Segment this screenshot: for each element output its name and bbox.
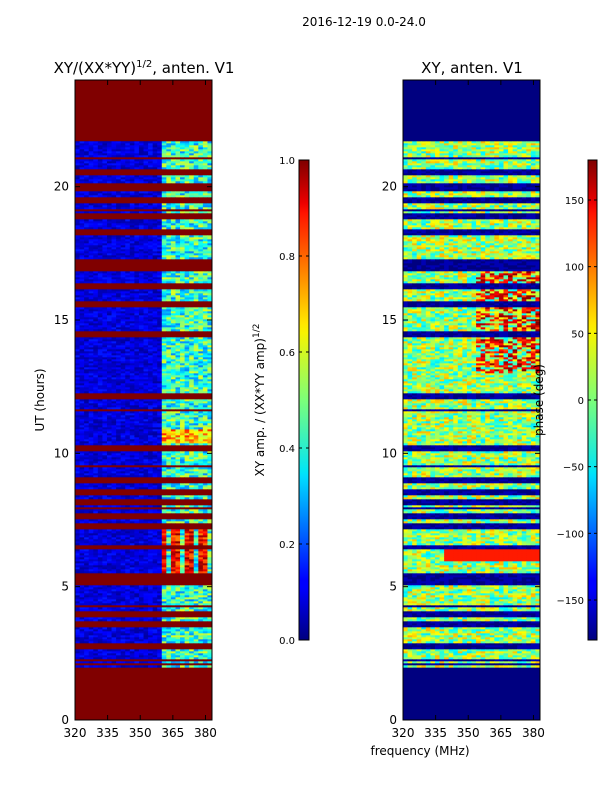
- left-y-axis-label: UT (hours): [33, 368, 47, 431]
- y-tick-label: 5: [61, 580, 69, 594]
- y-tick-label: 15: [54, 313, 69, 327]
- left-colorbar: [299, 160, 309, 640]
- colorbar-tick-label: 0: [578, 396, 584, 407]
- right-heatmap: [403, 80, 540, 720]
- left-x-ticks: 320 335 350 365 380: [64, 80, 217, 740]
- colorbar-tick-label: −150: [557, 596, 584, 607]
- left-y-ticks: 0 5 10 15 20: [54, 180, 212, 727]
- right-y-ticks: 0 5 10 15 20: [382, 180, 540, 727]
- colorbar-tick-label: 150: [565, 196, 584, 207]
- left-colorbar-frame: [298, 159, 310, 641]
- right-colorbar-ticks: −150 −100 −50 0 50 100 150: [557, 196, 597, 607]
- y-tick-label: 20: [382, 180, 397, 194]
- y-tick-label: 0: [61, 713, 69, 727]
- colorbar-tick-label: −100: [557, 529, 584, 540]
- right-plot-title: XY, anten. V1: [421, 59, 523, 77]
- y-tick-label: 0: [389, 713, 397, 727]
- right-plot-frame: [402, 79, 541, 721]
- x-tick-label: 335: [96, 726, 119, 740]
- left-cb-label-sup: 1/2: [252, 324, 262, 338]
- x-tick-label: 350: [457, 726, 480, 740]
- colorbar-tick-label: 0.4: [279, 444, 295, 455]
- y-tick-label: 5: [389, 580, 397, 594]
- x-tick-label: 335: [424, 726, 447, 740]
- figure-suptitle: 2016-12-19 0.0-24.0: [302, 15, 426, 29]
- right-colorbar: [588, 160, 597, 640]
- colorbar-tick-label: 0.6: [279, 348, 295, 359]
- x-tick-label: 380: [194, 726, 217, 740]
- y-tick-label: 10: [382, 446, 397, 460]
- colorbar-tick-label: 0.0: [279, 636, 295, 647]
- colorbar-tick-label: 100: [565, 263, 584, 274]
- colorbar-tick-label: 0.8: [279, 252, 295, 263]
- x-tick-label: 380: [522, 726, 545, 740]
- colorbar-tick-label: 1.0: [279, 156, 295, 167]
- y-tick-label: 15: [382, 313, 397, 327]
- x-tick-label: 320: [64, 726, 87, 740]
- right-x-ticks: 320 335 350 365 380: [392, 80, 545, 740]
- left-colorbar-ticks: 0.0 0.2 0.4 0.6 0.8 1.0: [279, 156, 309, 647]
- x-axis-label: frequency (MHz): [370, 744, 469, 758]
- x-tick-label: 365: [489, 726, 512, 740]
- colorbar-tick-label: 50: [571, 329, 584, 340]
- left-colorbar-label: XY amp. / (XX*YY amp)1/2: [252, 324, 267, 477]
- y-tick-label: 10: [54, 446, 69, 460]
- left-title-main: XY/(XX*YY): [54, 59, 137, 77]
- colorbar-tick-label: 0.2: [279, 540, 295, 551]
- x-tick-label: 320: [392, 726, 415, 740]
- left-plot-frame: [74, 79, 213, 721]
- left-cb-label-main: XY amp. / (XX*YY amp): [253, 338, 267, 476]
- left-title-sup: 1/2: [136, 59, 152, 70]
- x-tick-label: 350: [129, 726, 152, 740]
- x-tick-label: 365: [161, 726, 184, 740]
- left-title-suffix: , anten. V1: [152, 59, 234, 77]
- y-tick-label: 20: [54, 180, 69, 194]
- right-colorbar-label: phase (deg): [532, 364, 546, 436]
- colorbar-tick-label: −50: [563, 463, 584, 474]
- left-heatmap: [75, 80, 212, 720]
- left-plot-title: XY/(XX*YY)1/2, anten. V1: [54, 59, 235, 77]
